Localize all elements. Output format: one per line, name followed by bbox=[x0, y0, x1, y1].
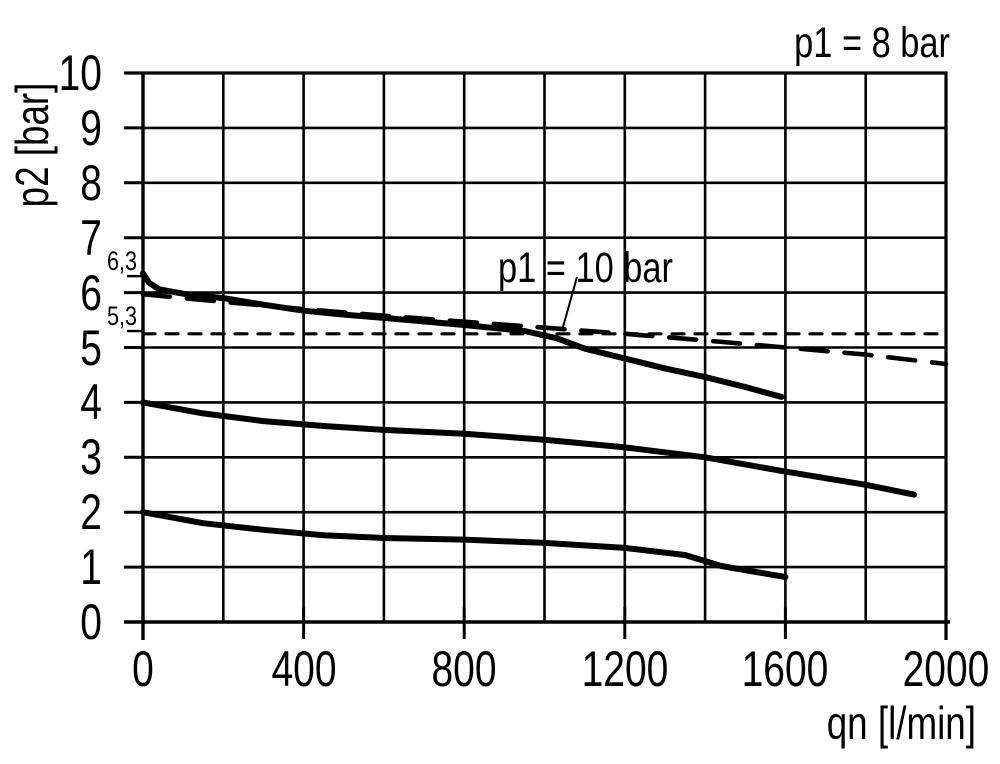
y-tick-label: 5 bbox=[80, 319, 102, 376]
x-tick-label: 1200 bbox=[581, 641, 669, 697]
x-tick-label: 1600 bbox=[742, 641, 829, 697]
y-tick-label: 0 bbox=[80, 594, 102, 650]
y-special-tick-label: 6,3 bbox=[106, 246, 137, 277]
y-tick-label: 2 bbox=[80, 484, 102, 541]
y-tick-label: 10 bbox=[58, 45, 102, 101]
x-tick-label: 800 bbox=[431, 641, 497, 697]
y-tick-label: 6 bbox=[80, 264, 102, 321]
curve-solid bbox=[140, 270, 785, 400]
annotation-p1-8bar: p1 = 8 bar bbox=[794, 19, 950, 67]
y-tick-label: 8 bbox=[80, 154, 102, 211]
curve-solid bbox=[140, 509, 789, 580]
curve-long-dash bbox=[140, 291, 949, 367]
annotation-leader-line bbox=[562, 276, 578, 328]
y-tick-label: 9 bbox=[80, 99, 102, 156]
annotation-p1-10bar: p1 = 10 bar bbox=[498, 244, 674, 292]
y-tick-label: 3 bbox=[80, 429, 102, 486]
x-tick-label: 2000 bbox=[902, 641, 990, 697]
y-tick-label: 4 bbox=[80, 374, 102, 431]
x-axis-title: qn [l/min] bbox=[826, 697, 976, 749]
y-tick-label: 7 bbox=[80, 209, 102, 266]
x-tick-label: 400 bbox=[271, 641, 337, 697]
x-tick-label: 0 bbox=[132, 641, 154, 697]
curve-solid bbox=[140, 399, 917, 498]
y-tick-label: 1 bbox=[80, 539, 102, 596]
y-special-tick-label: 5,3 bbox=[106, 301, 137, 332]
